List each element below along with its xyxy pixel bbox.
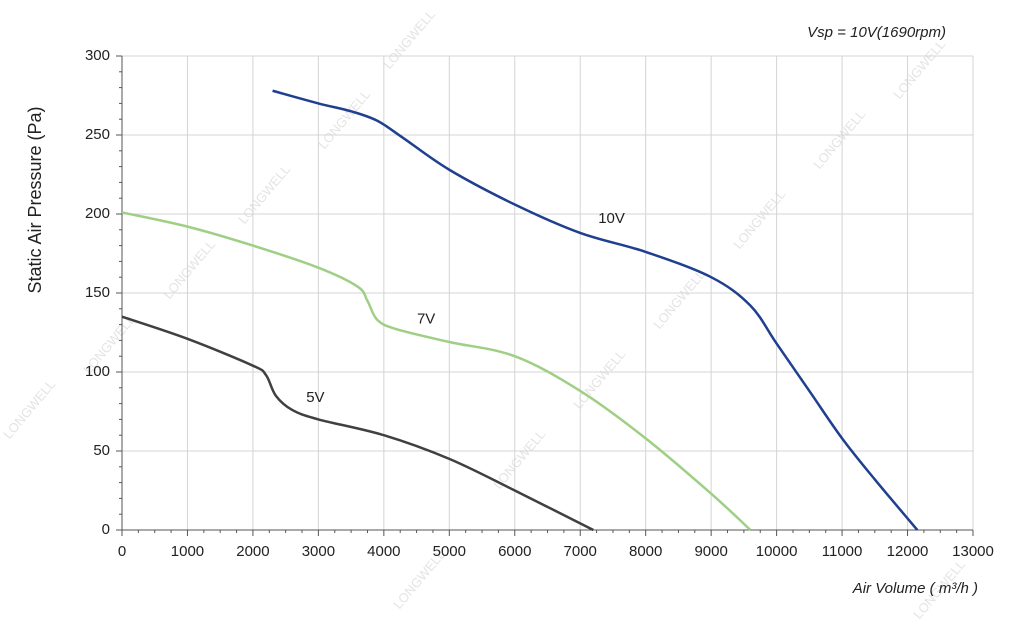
y-tick-label: 250: [85, 126, 110, 143]
line-series: [121, 315, 594, 532]
x-tick-label: 4000: [367, 543, 400, 560]
x-tick-label: 7000: [564, 543, 597, 560]
watermark: LONGWELL: [650, 267, 708, 332]
watermark: LONGWELL: [730, 187, 788, 252]
watermark: LONGWELL: [810, 107, 868, 172]
x-tick-label: 3000: [302, 543, 335, 560]
watermark: LONGWELL: [315, 87, 373, 152]
line-series: [121, 211, 752, 531]
y-tick-label: 300: [85, 47, 110, 64]
x-tick-label: 12000: [887, 543, 929, 560]
watermark: LONGWELL: [160, 237, 218, 302]
watermark: LONGWELL: [570, 347, 628, 412]
line-series: [272, 89, 919, 531]
x-tick-label: 9000: [694, 543, 727, 560]
watermark: LONGWELL: [890, 37, 948, 102]
x-tick-label: 5000: [433, 543, 466, 560]
series-label: 10V: [598, 210, 625, 227]
y-axis-label: Static Air Pressure (Pa): [25, 106, 45, 293]
x-tick-label: 8000: [629, 543, 662, 560]
x-tick-label: 0: [118, 543, 126, 560]
y-tick-label: 100: [85, 363, 110, 380]
y-tick-label: 200: [85, 205, 110, 222]
x-tick-label: 10000: [756, 543, 798, 560]
series-label: 7V: [417, 310, 435, 327]
x-tick-label: 1000: [171, 543, 204, 560]
series-label: 5V: [306, 389, 324, 406]
chart-title: Vsp = 10V(1690rpm): [807, 24, 946, 41]
watermark: LONGWELL: [380, 7, 438, 72]
watermark: LONGWELL: [235, 162, 293, 227]
x-tick-label: 2000: [236, 543, 269, 560]
plot: [116, 55, 974, 536]
x-tick-label: 13000: [952, 543, 994, 560]
y-tick-label: 150: [85, 284, 110, 301]
x-tick-label: 11000: [822, 543, 863, 560]
y-tick-label: 50: [93, 442, 110, 459]
y-tick-label: 0: [102, 521, 110, 538]
x-tick-label: 6000: [498, 543, 531, 560]
x-axis-label: Air Volume ( m³/h ): [852, 580, 978, 597]
watermark: LONGWELL: [0, 377, 58, 442]
